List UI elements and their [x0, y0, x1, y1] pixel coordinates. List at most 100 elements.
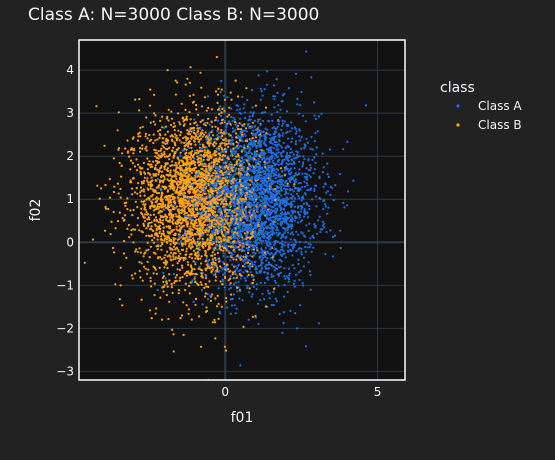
point-class-a: [247, 164, 251, 168]
point-class-b: [192, 237, 195, 240]
point-class-a: [245, 182, 248, 185]
point-class-a: [302, 284, 305, 287]
point-class-a: [263, 235, 266, 238]
point-class-a: [280, 189, 283, 192]
point-class-a: [307, 188, 310, 191]
point-class-a: [290, 121, 293, 124]
point-class-a: [277, 186, 280, 189]
point-class-a: [264, 136, 267, 139]
point-class-a: [326, 212, 329, 215]
point-class-b: [194, 273, 197, 276]
point-class-a: [294, 132, 298, 135]
point-class-a: [309, 164, 312, 167]
point-class-b: [194, 257, 197, 260]
point-class-b: [177, 250, 180, 253]
point-class-a: [192, 128, 195, 131]
point-class-a: [290, 193, 293, 196]
point-class-b: [149, 88, 152, 91]
point-class-b: [143, 172, 147, 175]
point-class-b: [112, 157, 115, 160]
point-class-a: [279, 265, 282, 268]
point-class-a: [219, 105, 222, 108]
point-class-a: [238, 213, 241, 216]
point-class-a: [292, 185, 296, 188]
point-class-b: [182, 219, 185, 222]
point-class-b: [193, 268, 196, 271]
point-class-b: [119, 266, 122, 269]
point-class-b: [144, 147, 147, 150]
point-class-a: [287, 243, 290, 246]
point-class-a: [248, 209, 251, 212]
point-class-b: [164, 186, 167, 190]
point-class-a: [197, 249, 200, 252]
point-class-b: [174, 248, 177, 251]
point-class-a: [191, 279, 194, 282]
point-class-a: [216, 189, 220, 192]
point-class-b: [178, 221, 181, 224]
point-class-b: [141, 231, 144, 234]
point-class-b: [203, 229, 206, 232]
point-class-a: [235, 125, 239, 129]
point-class-a: [305, 175, 308, 178]
point-class-b: [159, 244, 162, 247]
point-class-b: [130, 274, 133, 277]
point-class-b: [221, 173, 224, 176]
point-class-a: [268, 158, 271, 161]
point-class-b: [156, 138, 159, 141]
point-class-a: [224, 232, 227, 235]
point-class-a: [264, 172, 267, 175]
point-class-a: [223, 94, 226, 97]
point-class-b: [186, 261, 189, 264]
point-class-a: [228, 283, 231, 286]
point-class-a: [287, 246, 290, 249]
point-class-b: [171, 248, 174, 251]
point-class-b: [204, 283, 207, 286]
point-class-a: [219, 192, 222, 195]
point-class-a: [273, 95, 276, 98]
point-class-a: [239, 231, 242, 234]
point-class-b: [166, 162, 169, 165]
point-class-a: [228, 215, 231, 218]
plot-area[interactable]: [78, 39, 406, 381]
point-class-a: [241, 227, 244, 230]
point-class-a: [262, 236, 266, 239]
point-class-b: [130, 187, 134, 190]
point-class-b: [162, 223, 165, 226]
point-class-b: [203, 180, 206, 183]
point-class-b: [147, 216, 150, 219]
point-class-a: [170, 210, 173, 213]
point-class-b: [192, 131, 195, 134]
point-class-b: [170, 212, 173, 215]
point-class-a: [284, 277, 287, 280]
point-class-a: [243, 216, 246, 219]
point-class-b: [160, 235, 163, 238]
point-class-a: [285, 151, 289, 155]
point-class-a: [252, 144, 255, 147]
point-class-b: [166, 142, 169, 145]
point-class-b: [185, 171, 188, 174]
point-class-b: [246, 270, 249, 273]
point-class-b: [201, 119, 204, 122]
point-class-a: [249, 194, 252, 197]
point-class-b: [154, 208, 157, 211]
point-class-b: [190, 152, 193, 156]
point-class-b: [204, 231, 207, 234]
point-class-b: [188, 141, 191, 145]
point-class-b: [189, 225, 192, 228]
point-class-a: [196, 173, 199, 176]
point-class-b: [188, 140, 191, 143]
point-class-b: [153, 218, 156, 221]
point-class-b: [197, 160, 200, 163]
point-class-a: [280, 245, 283, 248]
point-class-a: [247, 248, 250, 251]
point-class-a: [219, 312, 222, 315]
point-class-b: [177, 112, 180, 115]
point-class-a: [288, 162, 291, 165]
point-class-a: [265, 176, 268, 179]
point-class-b: [249, 237, 252, 240]
point-class-a: [213, 138, 216, 141]
point-class-a: [277, 132, 280, 135]
point-class-a: [229, 148, 232, 151]
point-class-a: [275, 152, 278, 155]
point-class-a: [277, 151, 280, 154]
